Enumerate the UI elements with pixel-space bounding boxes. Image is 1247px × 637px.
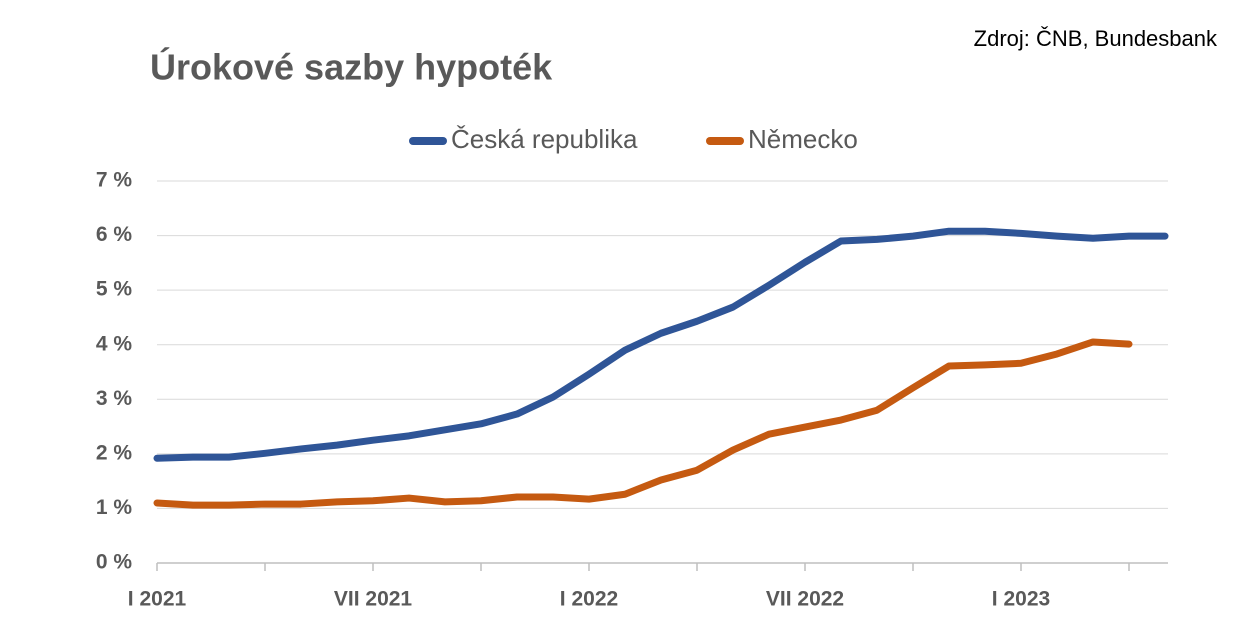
y-tick-label: 7 % xyxy=(96,169,133,192)
source: Zdroj: ČNB, Bundesbank xyxy=(974,26,1218,51)
y-tick-label: 6 % xyxy=(96,223,133,246)
y-tick-label: 1 % xyxy=(96,496,133,519)
legend-label: Německo xyxy=(748,124,858,154)
y-tick-label: 2 % xyxy=(96,441,133,464)
x-tick-label: VII 2022 xyxy=(766,588,844,611)
x-tick-label: I 2021 xyxy=(128,588,187,611)
x-tick-label: I 2023 xyxy=(992,588,1050,611)
x-tick-label: I 2022 xyxy=(560,588,618,611)
y-tick-label: 0 % xyxy=(96,551,133,574)
line-series xyxy=(153,227,1169,462)
y-tick-label: 3 % xyxy=(96,387,133,410)
y-tick-label: 5 % xyxy=(96,278,133,301)
line-series xyxy=(153,338,1133,509)
legend-label: Česká republika xyxy=(451,124,638,154)
y-tick-label: 4 % xyxy=(96,332,133,355)
x-tick-label: VII 2021 xyxy=(334,588,413,611)
chart-title: Úrokové sazby hypoték xyxy=(150,46,553,88)
